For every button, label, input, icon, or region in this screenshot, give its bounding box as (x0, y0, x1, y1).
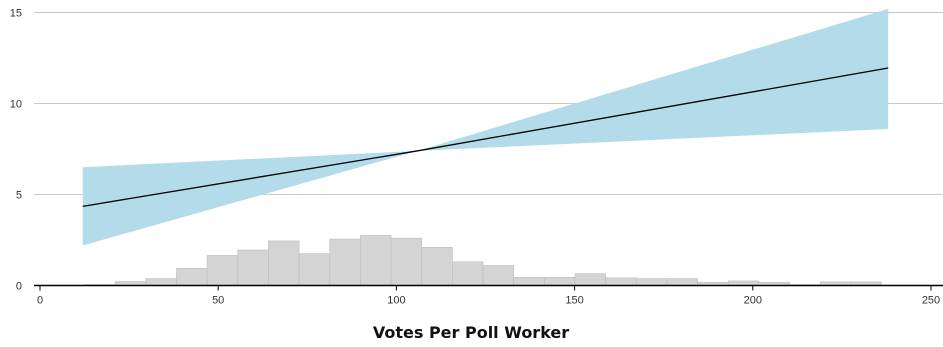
histogram-bar (635, 278, 668, 286)
histogram-bar (452, 261, 484, 286)
histogram-bar (666, 278, 698, 286)
histogram-bar (237, 249, 269, 286)
confidence-band-layer (82, 8, 889, 246)
y-tick-label-0: 0 (16, 281, 22, 293)
histogram-bar (298, 253, 331, 286)
histogram-bar (329, 238, 361, 286)
x-tick-label-250: 250 (922, 295, 940, 307)
x-tick-label-100: 100 (387, 295, 405, 307)
x-tick-label-200: 200 (744, 295, 762, 307)
confidence-band (82, 8, 889, 246)
x-tick-label-50: 50 (212, 295, 224, 307)
y-tick-label-10: 10 (10, 99, 22, 111)
histogram-bar (360, 235, 392, 286)
y-tick-label-15: 15 (10, 8, 22, 20)
histogram-bar (574, 273, 606, 286)
histogram-layer (84, 235, 882, 286)
histogram-bar (421, 246, 453, 286)
x-axis-title: Votes Per Poll Worker (373, 323, 569, 342)
x-tick-label-0: 0 (37, 295, 43, 307)
fit-line-layer (82, 67, 889, 207)
histogram-bar (206, 255, 239, 286)
histogram-bar (482, 265, 514, 286)
histogram-bar (176, 267, 208, 286)
fit-line (82, 67, 889, 207)
histogram-bar (145, 278, 177, 286)
histogram-bar (605, 277, 637, 286)
y-tick-label-5: 5 (16, 190, 22, 202)
histogram-bar (268, 240, 300, 286)
histogram-bar (390, 237, 423, 286)
x-tick-label-150: 150 (565, 295, 583, 307)
histogram-bar (544, 277, 576, 286)
histogram-bar (513, 277, 545, 286)
